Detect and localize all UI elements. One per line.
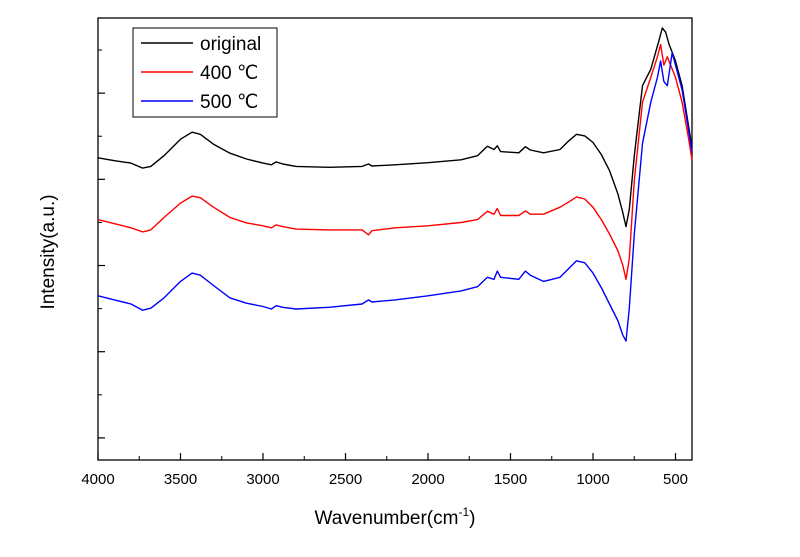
x-tick-label: 3500 <box>164 471 197 488</box>
x-tick-label: 3000 <box>246 471 279 488</box>
series-layer <box>97 27 693 342</box>
legend: original 400 ℃ 500 ℃ <box>132 27 278 118</box>
plot-frame <box>97 17 693 461</box>
legend-label-original: original <box>200 34 261 55</box>
y-axis-ticks <box>98 49 105 439</box>
series-line-0 <box>97 27 693 228</box>
x-tick-label: 500 <box>663 471 688 488</box>
legend-label-400: 400 ℃ <box>200 63 258 84</box>
x-tick-label: 1500 <box>494 471 527 488</box>
series-line-1 <box>97 43 693 280</box>
legend-label-500: 500 ℃ <box>200 92 258 113</box>
y-axis-title: Intensity(a.u.) <box>38 194 59 309</box>
x-axis-ticks: 4000 3500 3000 2500 2000 1500 1000 500 <box>81 453 688 488</box>
x-tick-label: 2500 <box>329 471 362 488</box>
series-line-2 <box>97 52 693 342</box>
x-axis-title-main: Wavenumber(cm <box>315 508 459 529</box>
x-tick-label: 4000 <box>81 471 114 488</box>
x-axis-title-close: ) <box>469 508 475 529</box>
x-tick-label: 2000 <box>411 471 444 488</box>
x-axis-title-superscript: -1 <box>458 505 469 519</box>
x-axis-title: Wavenumber(cm-1) <box>315 505 476 529</box>
x-tick-label: 1000 <box>576 471 609 488</box>
